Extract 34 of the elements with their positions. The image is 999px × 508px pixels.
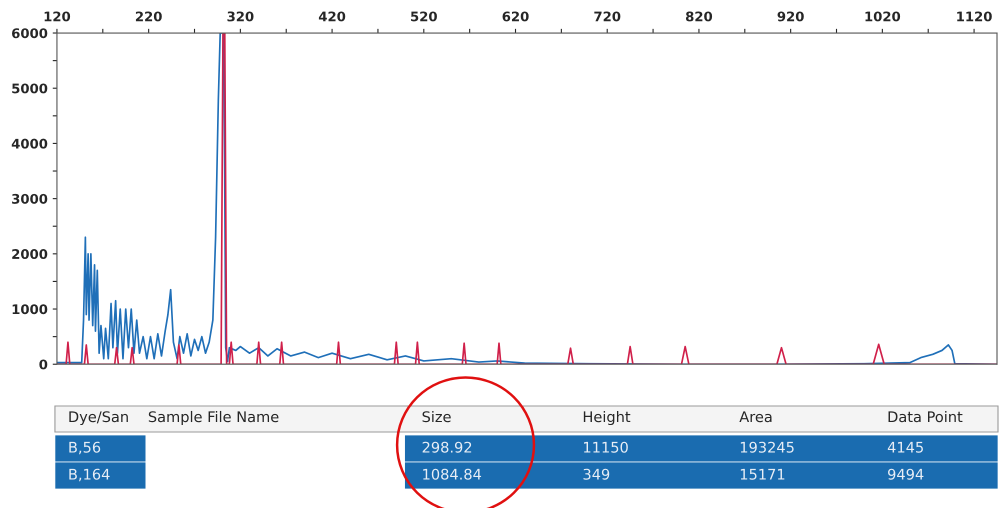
text: 15171 — [740, 468, 784, 480]
text: Sample File Name — [148, 410, 278, 426]
text: B,164 — [69, 468, 110, 482]
x-tick-label: 320 — [227, 11, 254, 22]
y-tick-label: 1000 — [12, 304, 48, 314]
x-tick-label: 1120 — [957, 11, 992, 22]
y-tick-label: 2000 — [12, 249, 48, 260]
x-tick-label: 1020 — [865, 11, 900, 22]
text: Size — [422, 410, 451, 422]
x-tick-label: 920 — [778, 11, 804, 22]
x-tick-label: 720 — [594, 11, 620, 22]
y-tick-label: 6000 — [12, 28, 48, 38]
text: 4145 — [888, 442, 923, 453]
x-tick-label: 620 — [502, 11, 529, 22]
x-tick-label: 820 — [686, 11, 712, 22]
y-tick-label: 5000 — [12, 83, 48, 94]
text: 11150 — [584, 442, 628, 453]
text: 298.92 — [422, 442, 472, 453]
x-tick-label: 520 — [411, 11, 437, 22]
text: Dye/San — [69, 411, 128, 426]
x-tick-label: 120 — [44, 11, 70, 22]
text: 193245 — [740, 442, 794, 453]
text: Height — [584, 410, 630, 426]
y-tick-label: 3000 — [12, 194, 48, 204]
text: 1084.84 — [423, 468, 482, 480]
text: 9494 — [888, 468, 924, 480]
text: B,56 — [69, 442, 100, 454]
x-tick-label: 420 — [318, 11, 346, 22]
text: Area — [739, 411, 772, 422]
y-tick-label: 4000 — [12, 138, 48, 149]
text: 349 — [584, 468, 610, 480]
text: Data Point — [888, 410, 962, 422]
y-tick-label: 0 — [39, 359, 48, 370]
x-tick-label: 220 — [136, 11, 162, 22]
